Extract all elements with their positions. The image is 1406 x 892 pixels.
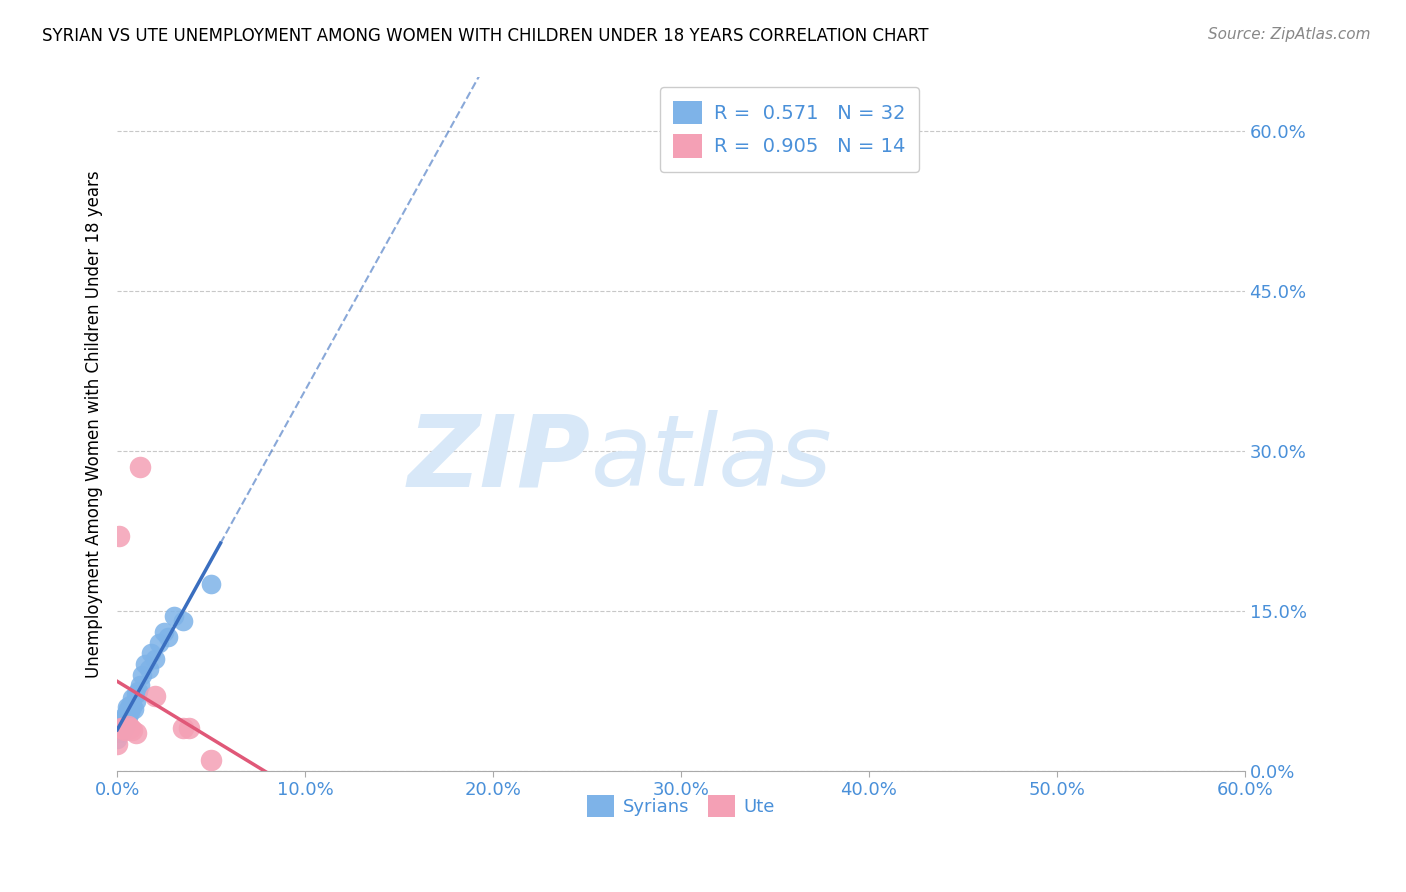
Point xyxy=(172,721,194,735)
Point xyxy=(105,737,128,751)
Point xyxy=(120,721,142,735)
Point xyxy=(156,631,179,645)
Point xyxy=(117,710,139,724)
Legend: Syrians, Ute: Syrians, Ute xyxy=(579,788,782,824)
Point xyxy=(122,702,145,716)
Point xyxy=(200,577,222,591)
Point xyxy=(110,715,132,730)
Y-axis label: Unemployment Among Women with Children Under 18 years: Unemployment Among Women with Children U… xyxy=(86,170,103,678)
Point xyxy=(121,699,143,714)
Point xyxy=(108,529,131,543)
Point xyxy=(143,689,166,703)
Point xyxy=(117,719,139,733)
Point xyxy=(200,753,222,767)
Point xyxy=(138,662,160,676)
Point xyxy=(115,699,138,714)
Point xyxy=(114,719,136,733)
Text: atlas: atlas xyxy=(591,410,832,508)
Point xyxy=(114,723,136,738)
Point xyxy=(131,667,153,681)
Point xyxy=(121,723,143,738)
Point xyxy=(172,615,194,629)
Point xyxy=(177,721,200,735)
Point xyxy=(105,731,128,746)
Point xyxy=(125,726,148,740)
Point xyxy=(115,705,138,719)
Point xyxy=(120,698,142,712)
Point xyxy=(148,636,170,650)
Point xyxy=(162,609,184,624)
Point xyxy=(128,678,150,692)
Point xyxy=(108,726,131,740)
Point xyxy=(125,687,148,701)
Point xyxy=(128,459,150,474)
Point xyxy=(110,721,132,735)
Point xyxy=(121,691,143,706)
Point xyxy=(111,713,134,727)
Text: ZIP: ZIP xyxy=(408,410,591,508)
Point xyxy=(110,721,132,735)
Point xyxy=(125,694,148,708)
Point xyxy=(120,705,142,719)
Point xyxy=(111,723,134,738)
Point xyxy=(143,651,166,665)
Point xyxy=(111,721,134,735)
Point xyxy=(134,657,156,671)
Text: SYRIAN VS UTE UNEMPLOYMENT AMONG WOMEN WITH CHILDREN UNDER 18 YEARS CORRELATION : SYRIAN VS UTE UNEMPLOYMENT AMONG WOMEN W… xyxy=(42,27,929,45)
Point xyxy=(139,646,162,660)
Point xyxy=(114,708,136,723)
Point xyxy=(153,625,176,640)
Text: Source: ZipAtlas.com: Source: ZipAtlas.com xyxy=(1208,27,1371,42)
Point xyxy=(117,702,139,716)
Point xyxy=(127,683,149,698)
